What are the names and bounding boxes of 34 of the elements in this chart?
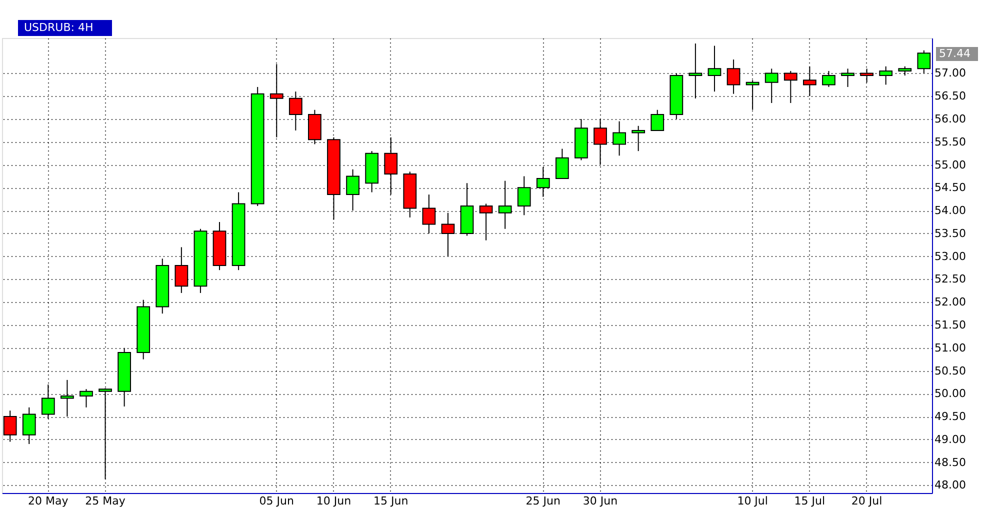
y-tick-label: 50.00: [934, 387, 966, 400]
y-tick-label: 52.50: [934, 272, 966, 286]
y-tick-label: 54.50: [934, 181, 966, 194]
candlestick: [879, 66, 893, 86]
x-tick-label: 10 Jun: [316, 494, 352, 508]
y-tick-label: 48.00: [934, 478, 966, 492]
y-tick-label: 49.00: [934, 432, 966, 446]
candlestick: [556, 148, 569, 180]
y-tick-label: 53.50: [934, 226, 966, 240]
x-tick-label: 30 Jun: [582, 494, 618, 508]
x-tick-label: 20 Jul: [851, 494, 882, 508]
y-tick-label: 55.00: [934, 158, 966, 172]
y-tick-label: 52.00: [934, 296, 966, 309]
y-tick-label: 53.00: [934, 250, 966, 263]
y-tick-label: 54.00: [934, 204, 966, 218]
y-tick-label: 56.50: [934, 90, 966, 103]
text: 57.44: [939, 47, 970, 60]
candlestick: [80, 388, 93, 408]
y-tick-label: 49.50: [934, 410, 966, 424]
chart-title: USDRUB: 4H: [24, 21, 94, 34]
x-tick-label: 05 Jun: [259, 494, 294, 508]
y-tick-label: 48.50: [934, 456, 966, 469]
y-tick-label: 51.50: [934, 318, 966, 332]
y-tick-label: 57.00: [934, 66, 966, 80]
y-tick-label: 50.50: [934, 364, 966, 378]
x-tick-label: 15 Jun: [374, 494, 408, 508]
y-tick-label: 56.00: [934, 112, 966, 126]
y-tick-label: 55.50: [934, 135, 966, 148]
x-tick-label: 10 Jul: [737, 494, 768, 508]
x-tick-label: 20 May: [28, 494, 69, 508]
y-tick-label: 51.00: [934, 341, 966, 354]
x-tick-label: 25 Jun: [526, 494, 561, 508]
x-tick-label: 25 May: [85, 494, 126, 508]
x-tick-label: 15 Jul: [794, 494, 826, 508]
